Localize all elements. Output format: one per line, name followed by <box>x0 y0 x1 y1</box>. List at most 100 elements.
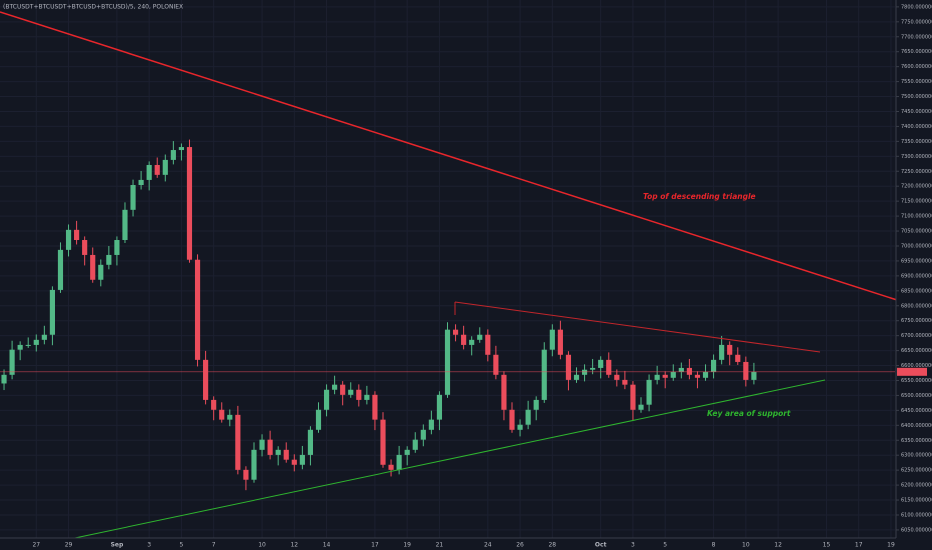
x-tick-label: 10 <box>742 542 750 549</box>
candle-body <box>598 359 604 368</box>
candle-body <box>90 254 96 280</box>
candle-body <box>743 361 749 380</box>
x-tick-label: 27 <box>32 542 40 549</box>
candle-body <box>461 334 467 345</box>
candle-body <box>267 439 273 455</box>
candle-body <box>396 454 402 470</box>
candle-body <box>106 254 112 265</box>
x-tick-label: 5 <box>180 542 184 549</box>
candle-body <box>323 389 330 410</box>
candle-body <box>299 454 305 465</box>
candle-body <box>74 229 80 241</box>
y-tick-label: 7050.00000000 <box>901 229 932 235</box>
symbol-title: (BTCUSDT+BTCUSDT+BTCUSD+BTCUSD)/5, 240, … <box>3 4 183 11</box>
x-tick-label: 17 <box>855 542 863 549</box>
candle-body <box>259 439 265 450</box>
candle-body <box>332 384 338 390</box>
candle-body <box>452 329 459 335</box>
x-tick-label: Oct <box>595 542 607 549</box>
y-tick-label: 6500.00000000 <box>901 393 932 399</box>
candle-body <box>235 414 241 470</box>
y-tick-label: 6800.00000000 <box>901 303 932 309</box>
candle-body <box>436 394 443 420</box>
candle-body <box>711 359 717 372</box>
y-tick-label: 7450.00000000 <box>901 109 932 115</box>
x-tick-label: 5 <box>663 542 667 549</box>
y-tick-label: 7800.00000000 <box>901 4 932 10</box>
candle-body <box>219 409 225 420</box>
candle-body <box>388 464 394 470</box>
candle-body <box>275 449 281 455</box>
y-tick-label: 7150.00000000 <box>901 199 932 205</box>
candle-body <box>509 409 515 430</box>
y-tick-label: 6400.00000000 <box>901 423 932 429</box>
y-tick-label: 6450.00000000 <box>901 408 932 414</box>
annotation: Top of descending triangle <box>643 192 756 201</box>
y-tick-label: 7200.00000000 <box>901 184 932 190</box>
y-tick-label: 7400.00000000 <box>901 124 932 130</box>
last-price-tag <box>897 367 927 376</box>
candle-body <box>227 414 233 420</box>
y-tick-label: 6250.00000000 <box>901 468 932 474</box>
y-tick-label: 6650.00000000 <box>901 348 932 354</box>
y-tick-label: 7750.00000000 <box>901 19 932 25</box>
candle-body <box>348 389 354 395</box>
candle-body <box>122 209 128 241</box>
candle-body <box>98 264 104 280</box>
y-tick-label: 6600.00000000 <box>901 363 932 369</box>
candle-body <box>243 469 249 480</box>
candle-body <box>694 374 701 378</box>
y-tick-label: 7250.00000000 <box>901 169 932 175</box>
y-tick-label: 7600.00000000 <box>901 64 932 70</box>
candle-body <box>404 449 410 455</box>
x-tick-label: 15 <box>823 542 831 549</box>
candle-body <box>162 159 168 175</box>
axes: 6050.00000000 6100.00000000 6150.00000000 6… <box>32 4 932 548</box>
x-tick-label: 19 <box>403 542 411 549</box>
y-tick-label: 6850.00000000 <box>901 288 932 294</box>
candle-body <box>307 429 314 455</box>
y-tick-label: 7350.00000000 <box>901 139 932 145</box>
candle-body <box>412 439 418 450</box>
candle-body <box>557 329 563 355</box>
x-tick-label: 21 <box>436 542 444 549</box>
candle-body <box>533 399 539 410</box>
candles <box>0 139 895 491</box>
candle-body <box>211 399 217 410</box>
candle-body <box>364 394 370 400</box>
candle-body <box>114 240 120 255</box>
y-tick-label: 6900.00000000 <box>901 273 932 279</box>
candle-body <box>186 147 193 260</box>
x-tick-label: 28 <box>548 542 556 549</box>
candle-body <box>372 394 378 420</box>
candle-body <box>638 404 644 410</box>
candle-body <box>356 389 362 400</box>
y-tick-label: 6050.00000000 <box>901 527 932 533</box>
candle-body <box>291 459 297 465</box>
candle-body <box>170 150 176 160</box>
y-tick-label: 6750.00000000 <box>901 318 932 324</box>
candle-body <box>751 371 757 380</box>
candle-body <box>420 429 426 440</box>
y-tick-label: 6200.00000000 <box>901 483 932 489</box>
x-tick-label: 14 <box>323 542 331 549</box>
candle-body <box>178 147 184 151</box>
candle-body <box>130 185 136 210</box>
y-tick-label: 7100.00000000 <box>901 214 932 220</box>
x-tick-label: 7 <box>212 542 216 549</box>
candle-body <box>606 359 612 375</box>
x-tick-label: 10 <box>258 542 266 549</box>
y-tick-label: 6150.00000000 <box>901 498 932 504</box>
candle-body <box>590 367 596 370</box>
candle-body <box>315 409 322 430</box>
candle-body <box>469 339 475 345</box>
candle-body <box>41 334 47 340</box>
x-tick-label: 24 <box>484 542 492 549</box>
candle-body <box>138 179 144 186</box>
candle-body <box>493 354 499 375</box>
x-tick-label: 29 <box>65 542 73 549</box>
candle-body <box>565 354 572 380</box>
candle-body <box>154 164 160 175</box>
